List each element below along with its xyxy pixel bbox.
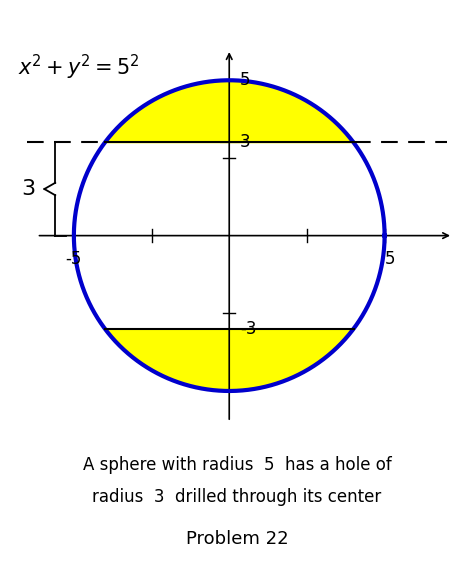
Text: radius  3  drilled through its center: radius 3 drilled through its center (92, 488, 382, 506)
Text: 3: 3 (240, 134, 251, 151)
Text: Problem 22: Problem 22 (186, 530, 288, 548)
Text: $x^2 + y^2 = 5^2$: $x^2 + y^2 = 5^2$ (18, 52, 139, 81)
Text: 5: 5 (240, 71, 251, 89)
Polygon shape (105, 80, 354, 142)
Text: 5: 5 (384, 250, 395, 268)
Text: A sphere with radius  5  has a hole of: A sphere with radius 5 has a hole of (82, 456, 392, 473)
Text: -3: -3 (240, 320, 256, 338)
Polygon shape (105, 329, 354, 391)
Text: -5: -5 (66, 250, 82, 268)
Text: 3: 3 (21, 179, 35, 199)
